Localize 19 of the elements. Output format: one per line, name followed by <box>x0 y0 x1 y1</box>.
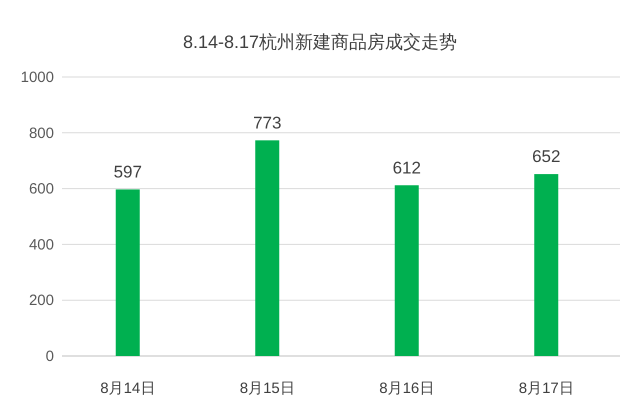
data-label: 612 <box>392 158 421 178</box>
x-tick-label: 8月16日 <box>379 380 434 397</box>
bar <box>394 185 419 356</box>
y-tick-label: 200 <box>28 292 54 310</box>
y-tick-label: 600 <box>28 180 54 198</box>
y-tick-label: 0 <box>46 348 54 365</box>
x-tick-label: 8月14日 <box>100 380 156 397</box>
y-tick-label: 400 <box>28 236 54 254</box>
bar <box>116 189 140 356</box>
bar <box>534 174 558 356</box>
x-tick-label: 8月15日 <box>240 380 295 397</box>
y-tick-label: 800 <box>28 124 54 142</box>
data-label: 652 <box>532 147 560 166</box>
chart-title: 8.14-8.17杭州新建商品房成交走势 <box>182 32 458 52</box>
data-label: 773 <box>253 113 282 132</box>
bar <box>255 140 280 356</box>
x-tick-label: 8月17日 <box>518 380 574 397</box>
data-label: 597 <box>114 162 142 182</box>
y-tick-label: 1000 <box>20 69 54 86</box>
